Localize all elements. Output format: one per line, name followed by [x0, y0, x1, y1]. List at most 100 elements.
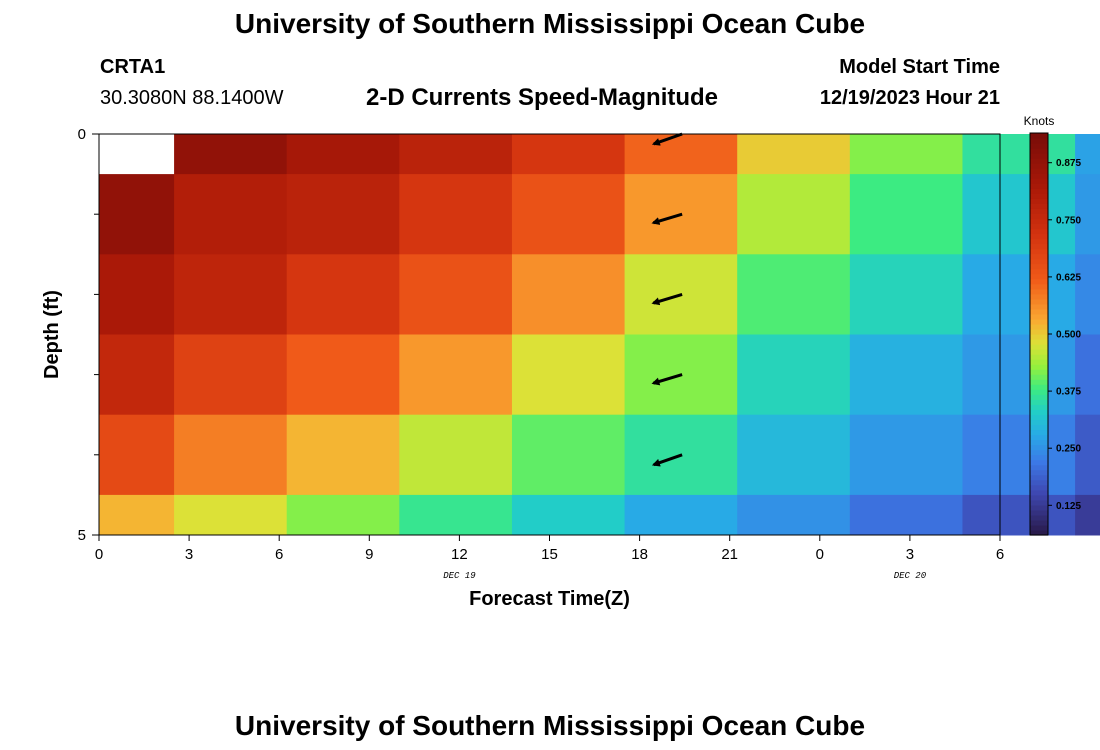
colorbar-tick-label: 0.125: [1056, 501, 1081, 512]
current-arrow: [651, 453, 683, 467]
heatmap-cell: [849, 494, 963, 536]
colorbar-segment: [1030, 148, 1048, 154]
colorbar-segment: [1030, 153, 1048, 159]
colorbar-segment: [1030, 369, 1048, 375]
colorbar-segment: [1030, 399, 1048, 405]
heatmap-cell: [99, 494, 175, 536]
heatmap-cell: [849, 334, 963, 416]
y-axis-label: Depth (ft): [41, 290, 63, 379]
heatmap-cell: [174, 414, 288, 496]
heatmap-cell: [737, 414, 851, 496]
colorbar-segment: [1030, 504, 1048, 511]
colorbar-segment: [1030, 163, 1048, 169]
heatmap-cell: [511, 334, 626, 416]
heatmap-cell: [1075, 414, 1100, 496]
x-axis-label: Forecast Time(Z): [469, 588, 630, 610]
heatmap-cell: [511, 134, 626, 175]
current-arrow: [651, 292, 683, 306]
heatmap-cell: [962, 494, 1076, 536]
x-tick-label: 12: [451, 546, 468, 563]
colorbar-segment: [1030, 193, 1048, 199]
colorbar-segment: [1030, 138, 1048, 144]
colorbar-tick-label: 0.250: [1056, 444, 1081, 455]
colorbar-segment: [1030, 238, 1048, 245]
model-start-label: Model Start Time: [839, 56, 1000, 78]
page-title: University of Southern Mississippi Ocean…: [234, 8, 866, 39]
heatmap-cell: [511, 414, 626, 496]
colorbar-segment: [1030, 283, 1048, 290]
colorbar-segment: [1030, 339, 1048, 345]
colorbar-tick-label: 0.625: [1056, 272, 1081, 283]
colorbar-segment: [1030, 409, 1048, 415]
model-start-value: 12/19/2023 Hour 21: [819, 87, 1000, 109]
colorbar-tick-label: 0.375: [1056, 387, 1081, 398]
heatmap-cell: [1075, 134, 1100, 175]
colorbar-segment: [1030, 313, 1048, 320]
colorbar-segment: [1030, 439, 1048, 446]
colorbar-segment: [1030, 419, 1048, 426]
colorbar-segment: [1030, 449, 1048, 456]
colorbar-segment: [1030, 429, 1048, 436]
heatmap-cell: [511, 494, 626, 536]
heatmap-cell: [99, 254, 175, 335]
heatmap-cell: [399, 174, 513, 255]
heatmap-cell: [99, 134, 175, 175]
heatmap-cell: [399, 254, 513, 335]
station-id: CRTA1: [100, 56, 166, 78]
colorbar-segment: [1030, 183, 1048, 189]
heatmap-cell: [286, 134, 400, 175]
heatmap-cell: [849, 174, 963, 255]
x-tick-label: 3: [185, 546, 193, 563]
colorbar-segment: [1030, 514, 1048, 521]
colorbar-segment: [1030, 529, 1048, 536]
heatmap-cell: [737, 254, 851, 335]
colorbar-segment: [1030, 509, 1048, 516]
colorbar-segment: [1030, 293, 1048, 300]
heatmap-cell: [962, 134, 1076, 175]
colorbar-segment: [1030, 178, 1048, 184]
heatmap-cell: [737, 494, 851, 536]
current-arrow: [651, 373, 683, 386]
colorbar-segment: [1030, 328, 1048, 335]
heatmap-cell: [849, 254, 963, 335]
colorbar-segment: [1030, 273, 1048, 280]
heatmap-cell: [286, 254, 400, 335]
colorbar-segment: [1030, 218, 1048, 225]
colorbar-segment: [1030, 524, 1048, 531]
date-label: DEC 19: [443, 571, 476, 581]
heatmap-cell: [99, 334, 175, 416]
colorbar-segment: [1030, 499, 1048, 506]
x-tick-label: 21: [721, 546, 738, 563]
colorbar-segment: [1030, 173, 1048, 179]
colorbar-segment: [1030, 444, 1048, 451]
heatmap-cell: [624, 494, 738, 536]
heatmap-cell: [399, 334, 513, 416]
colorbar-segment: [1030, 288, 1048, 295]
footer-title: University of Southern Mississippi Ocean…: [234, 710, 866, 741]
colorbar-segment: [1030, 253, 1048, 260]
colorbar-segment: [1030, 434, 1048, 441]
colorbar-segment: [1030, 474, 1048, 481]
date-label: DEC 20: [894, 571, 927, 581]
x-tick-label: 3: [906, 546, 914, 563]
heatmap-cell: [286, 174, 400, 255]
heatmap-cell: [511, 174, 626, 255]
current-speed-heatmap: 0 3 6 9 12 15 18 21 0 3 6 DEC 19 DEC 20 Forecast Time…: [41, 114, 1100, 610]
heatmap-cell: [174, 134, 288, 175]
colorbar-segment: [1030, 208, 1048, 214]
colorbar-segment: [1030, 168, 1048, 174]
colorbar-segment: [1030, 349, 1048, 355]
colorbar-tick-label: 0.875: [1056, 158, 1081, 169]
heatmap-cell: [174, 254, 288, 335]
heatmap-cell: [399, 414, 513, 496]
colorbar-segment: [1030, 223, 1048, 230]
heatmap-cell: [737, 334, 851, 416]
heatmap-cell: [174, 494, 288, 536]
colorbar-segment: [1030, 364, 1048, 370]
colorbar-segment: [1030, 258, 1048, 265]
colorbar-segment: [1030, 479, 1048, 486]
colorbar-tick-label: 0.750: [1056, 215, 1081, 226]
colorbar-segment: [1030, 203, 1048, 209]
heatmap-cell: [399, 134, 513, 175]
colorbar-segment: [1030, 318, 1048, 325]
